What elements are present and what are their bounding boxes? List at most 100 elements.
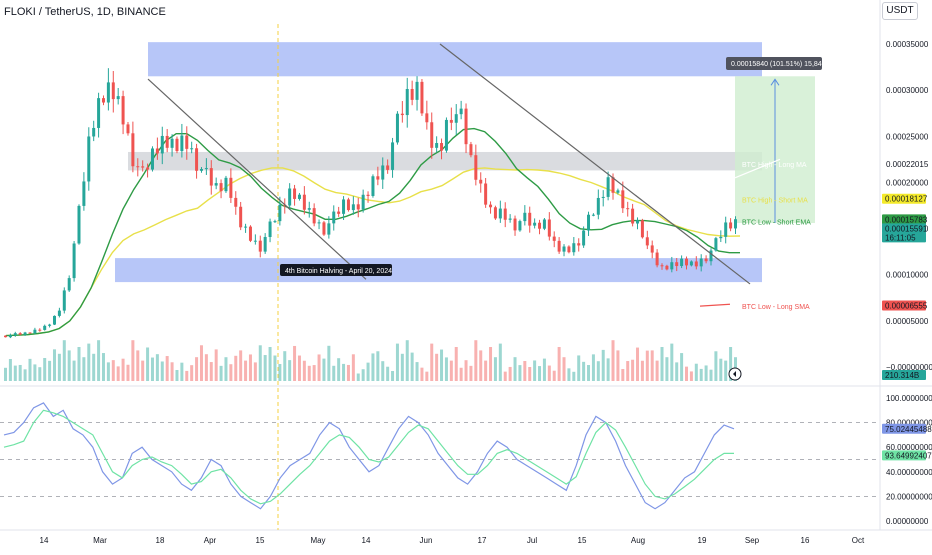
candle-body	[386, 165, 390, 170]
long-ma-line	[734, 158, 781, 179]
layer-zones	[115, 24, 762, 530]
candle-body	[557, 240, 561, 252]
volume-bar	[729, 347, 733, 381]
price-tick-label: 0.00010000	[886, 271, 929, 280]
candle-body	[160, 135, 164, 154]
candle-body	[23, 332, 27, 335]
candle-body	[155, 148, 159, 154]
price-badge-label: 16:11:05	[885, 233, 916, 242]
rsi-pane[interactable]	[0, 388, 880, 528]
candle-body	[430, 122, 434, 148]
volume-bar	[18, 364, 22, 381]
volume-bar	[582, 361, 586, 381]
volume-bar	[474, 340, 478, 381]
candle-body	[616, 190, 620, 193]
candle-body	[474, 155, 478, 180]
volume-bar	[640, 360, 644, 381]
volume-bar	[234, 355, 238, 381]
volume-bar	[724, 360, 728, 381]
volume-bar	[415, 362, 419, 381]
zone-resistance	[148, 42, 762, 77]
candle-body	[685, 258, 689, 266]
currency-button[interactable]: USDT	[882, 2, 918, 20]
candle-body	[82, 181, 86, 206]
candle-body	[606, 177, 610, 197]
volume-bar	[675, 362, 679, 381]
candle-body	[101, 98, 105, 103]
candle-body	[307, 208, 311, 210]
volume-bar	[601, 349, 605, 381]
candle-body	[312, 208, 316, 224]
volume-bar	[72, 360, 76, 381]
volume-bar	[464, 360, 468, 381]
volume-bar	[195, 357, 199, 381]
volume-bar	[111, 360, 115, 381]
volume-bar	[459, 367, 463, 381]
candle-body	[719, 236, 723, 239]
candle-body	[263, 236, 267, 252]
volume-bar	[538, 366, 542, 381]
candle-body	[244, 226, 248, 228]
price-tick-label: 0.00020000	[886, 178, 929, 187]
candle-body	[229, 177, 233, 198]
volume-bar	[562, 357, 566, 381]
candle-body	[587, 214, 591, 231]
layer-rsi	[0, 402, 880, 510]
candle-body	[87, 136, 91, 182]
candle-body	[680, 258, 684, 267]
candle-body	[106, 82, 110, 103]
price-badge	[882, 300, 926, 311]
candle-body	[337, 211, 341, 214]
volume-bar	[395, 343, 399, 381]
volume-bar	[219, 365, 223, 381]
volume-bar	[440, 349, 444, 381]
candle-body	[302, 194, 306, 210]
candle-body	[253, 240, 257, 242]
candle-body	[273, 221, 277, 223]
volume-bar	[660, 347, 664, 381]
volume-bar	[106, 362, 110, 381]
candle-body	[278, 204, 282, 222]
candle-body	[97, 98, 101, 128]
candle-body	[371, 176, 375, 196]
candle-body	[8, 335, 12, 338]
candle-body	[209, 168, 213, 186]
price-tick-label: −0.00000000	[886, 363, 932, 372]
date-tick-label: Mar	[93, 536, 107, 545]
volume-bar	[150, 357, 154, 381]
candle-body	[611, 177, 615, 193]
candle-body	[146, 167, 150, 170]
volume-bar	[361, 369, 365, 381]
date-tick-label: Jul	[527, 536, 537, 545]
zone-mid	[128, 151, 762, 171]
candle-body	[631, 208, 635, 224]
price-badge-label: 0.00006555	[885, 302, 928, 311]
volume-bar	[209, 362, 213, 381]
volume-bar	[165, 356, 169, 381]
price-pane[interactable]	[0, 24, 880, 384]
volume-bar	[508, 366, 512, 381]
volume-bar	[469, 365, 473, 381]
candle-body	[591, 214, 595, 216]
candle-body	[199, 169, 203, 171]
volume-bar	[224, 357, 228, 381]
volume-bar	[689, 371, 693, 381]
candle-body	[126, 124, 130, 134]
candle-body	[28, 332, 32, 334]
date-tick-label: Aug	[631, 536, 645, 545]
candle-body	[729, 222, 733, 229]
volume-bar	[621, 369, 625, 381]
volume-bar	[258, 345, 262, 381]
candle-body	[582, 230, 586, 246]
volume-bar	[92, 353, 96, 381]
volume-bar	[239, 350, 243, 381]
date-tick-label: 16	[801, 536, 810, 545]
volume-bar	[199, 345, 203, 381]
candle-body	[469, 144, 473, 156]
candle-body	[709, 250, 713, 262]
candle-body	[528, 212, 532, 226]
price-badge	[882, 232, 926, 243]
volume-bar	[52, 349, 56, 381]
